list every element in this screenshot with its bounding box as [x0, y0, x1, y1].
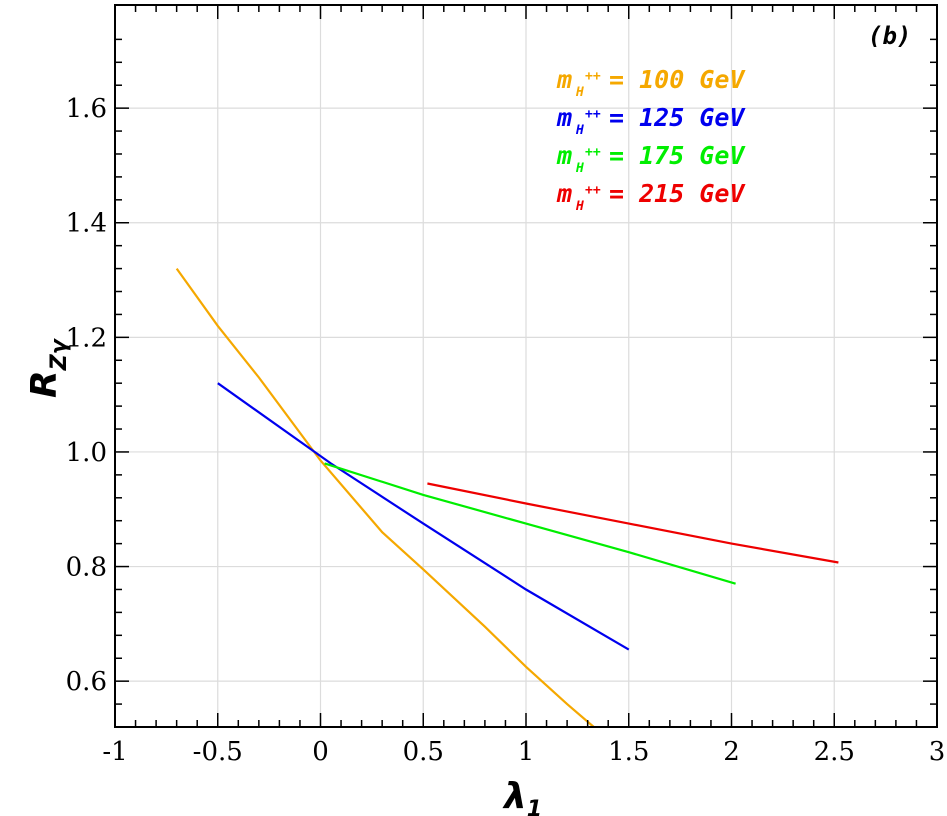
y-tick-label: 1.0 [66, 438, 107, 468]
y-tick-label: 1.2 [66, 323, 107, 353]
x-tick-label: 0 [312, 737, 329, 767]
series-line-215 [427, 482, 839, 564]
panel-label: (b) [868, 22, 911, 50]
ticks [114, 5, 938, 728]
x-tick-label: -0.5 [193, 737, 243, 767]
legend-entry-100: m H++ = 100 GeV [556, 65, 746, 100]
legend-text: = 125 GeV [609, 103, 746, 132]
x-tick-label: 1.5 [608, 737, 649, 767]
series-layer [175, 267, 839, 728]
series-line-125 [217, 382, 630, 651]
series-line-175 [324, 462, 736, 585]
legend-entry-215: m H++ = 215 GeV [556, 179, 746, 214]
y-tick-labels: 0.6 0.8 1.0 1.2 1.4 1.6 [66, 94, 107, 697]
x-tick-label: 2.5 [814, 737, 855, 767]
legend-subscript: H [575, 161, 584, 176]
x-tick-labels: -1 -0.5 0 0.5 1 1.5 2 2.5 3 [102, 737, 945, 767]
y-axis-title: RZγ [24, 337, 72, 398]
legend-subscript: H [575, 123, 584, 138]
legend-superscript: ++ [585, 69, 601, 84]
y-axis-title-symbol: R [24, 370, 65, 398]
legend-superscript: ++ [585, 107, 601, 122]
legend-text: = 100 GeV [609, 65, 746, 94]
legend-superscript: ++ [585, 183, 601, 198]
legend-subscript: H [575, 85, 584, 100]
legend-m: m [556, 141, 572, 170]
legend-m: m [556, 179, 572, 208]
x-tick-label: 1 [518, 737, 535, 767]
x-axis-title-symbol: λ [502, 776, 527, 816]
legend-text: = 175 GeV [609, 141, 746, 170]
y-tick-label: 1.6 [66, 94, 107, 124]
x-tick-label: 3 [929, 737, 946, 767]
x-tick-label: -1 [102, 737, 127, 767]
legend-subscript: H [575, 199, 584, 214]
legend-entry-175: m H++ = 175 GeV [556, 141, 746, 176]
legend-entry-125: m H++ = 125 GeV [556, 103, 746, 138]
series-line-100 [175, 267, 595, 728]
legend-m: m [556, 65, 572, 94]
y-axis-title-subscript: Zγ [47, 337, 72, 371]
x-tick-label: 2 [723, 737, 740, 767]
grid [115, 5, 937, 727]
y-tick-label: 1.4 [66, 209, 107, 239]
y-tick-label: 0.6 [66, 667, 107, 697]
legend-text: = 215 GeV [609, 179, 746, 208]
x-tick-label: 0.5 [403, 737, 444, 767]
legend-m: m [556, 103, 572, 132]
legend-superscript: ++ [585, 145, 601, 160]
x-axis-title-subscript: 1 [527, 797, 542, 816]
x-axis-title: λ1 [502, 776, 542, 816]
y-tick-label: 0.8 [66, 553, 107, 583]
